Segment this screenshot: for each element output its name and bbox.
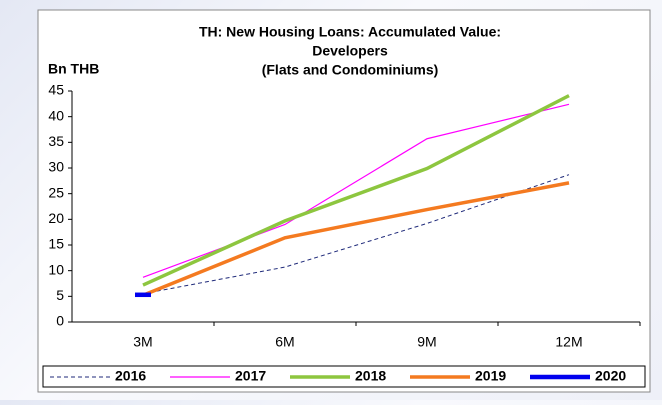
y-tick-label: 30 xyxy=(48,159,64,175)
x-tick-label: 6M xyxy=(275,334,294,350)
chart-title: (Flats and Condominiums) xyxy=(262,62,439,78)
series-line xyxy=(142,94,570,287)
series-line xyxy=(142,181,570,297)
y-tick-label: 40 xyxy=(48,107,64,123)
legend-label: 2018 xyxy=(355,368,386,384)
y-tick-label: 0 xyxy=(56,313,64,329)
legend-label: 2016 xyxy=(115,368,146,384)
y-tick-label: 5 xyxy=(56,287,64,303)
y-tick-label: 15 xyxy=(48,236,64,252)
legend-label: 2020 xyxy=(595,368,626,384)
legend-label: 2019 xyxy=(475,368,506,384)
x-tick-label: 9M xyxy=(417,334,436,350)
y-tick-label: 10 xyxy=(48,261,64,277)
series-line xyxy=(142,174,570,295)
y-axis-label: Bn THB xyxy=(48,61,99,77)
chart-frame xyxy=(37,9,651,393)
series-line xyxy=(142,103,570,278)
x-tick-label: 3M xyxy=(133,334,152,350)
legend-label: 2017 xyxy=(235,368,266,384)
chart-title: Developers xyxy=(312,43,388,59)
y-tick-label: 20 xyxy=(48,210,64,226)
chart-title: TH: New Housing Loans: Accumulated Value… xyxy=(199,24,501,40)
y-tick-label: 35 xyxy=(48,133,64,149)
y-tick-label: 45 xyxy=(48,82,64,98)
x-tick-label: 12M xyxy=(555,334,582,350)
y-tick-label: 25 xyxy=(48,184,64,200)
